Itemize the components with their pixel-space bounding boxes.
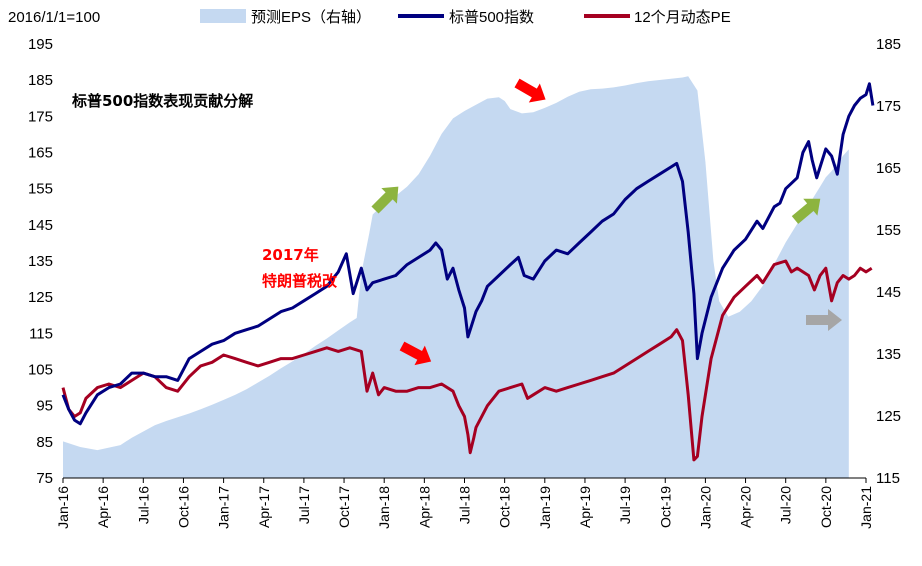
x-axis-ticks: Jan-16 Apr-16 Jul-16 Oct-16 Jan-17 Apr-17 Jul-… bbox=[55, 478, 874, 529]
legend-label-pe: 12个月动态PE bbox=[634, 9, 731, 26]
left-tick-label: 115 bbox=[29, 325, 53, 342]
x-tick-label: Apr-17 bbox=[256, 486, 272, 528]
axes: 75 85 95 105 115 125 135 145 155 165 175 185 195 115… bbox=[28, 36, 901, 529]
legend-swatch-spx bbox=[398, 14, 444, 18]
x-tick-label: Jan-20 bbox=[697, 486, 713, 529]
chart-title: 标普500指数表现贡献分解 bbox=[71, 92, 253, 110]
x-tick-label: Apr-19 bbox=[577, 486, 593, 528]
left-tick-label: 185 bbox=[28, 72, 53, 89]
x-tick-label: Jul-19 bbox=[617, 486, 633, 524]
plot-area bbox=[61, 76, 875, 478]
left-tick-label: 105 bbox=[28, 362, 53, 379]
x-tick-label: Jan-16 bbox=[55, 486, 71, 529]
right-tick-label: 155 bbox=[876, 222, 901, 239]
legend-swatch-eps bbox=[200, 9, 246, 23]
x-tick-label: Jul-17 bbox=[296, 486, 312, 524]
x-tick-label: Oct-19 bbox=[657, 486, 673, 528]
x-tick-label: Jan-18 bbox=[376, 486, 392, 529]
x-tick-label: Apr-20 bbox=[738, 486, 754, 528]
annotation-tax-reform: 特朗普税改 bbox=[262, 272, 338, 290]
spx-line-series bbox=[61, 82, 875, 426]
right-tick-label: 115 bbox=[876, 470, 900, 487]
green-arrow-2020 bbox=[791, 198, 821, 224]
right-tick-label: 135 bbox=[876, 346, 901, 363]
annotation-2017: 2017年 bbox=[262, 246, 319, 264]
left-tick-label: 85 bbox=[36, 434, 53, 451]
left-tick-label: 145 bbox=[28, 217, 53, 234]
left-tick-label: 165 bbox=[28, 145, 53, 162]
left-tick-label: 135 bbox=[28, 253, 53, 270]
red-arrow-eps-dip bbox=[514, 78, 546, 103]
left-tick-label: 155 bbox=[28, 181, 53, 198]
right-tick-label: 165 bbox=[876, 160, 901, 177]
pe-line-series bbox=[61, 259, 873, 462]
gray-arrow-2021 bbox=[806, 309, 842, 331]
x-tick-label: Jul-16 bbox=[135, 486, 151, 524]
right-axis-ticks: 115 125 135 145 155 165 175 185 bbox=[876, 36, 901, 487]
red-arrow-pe-drop bbox=[399, 341, 432, 366]
legend-swatch-pe bbox=[584, 14, 630, 18]
x-tick-label: Apr-16 bbox=[95, 486, 111, 528]
legend-label-spx: 标普500指数 bbox=[449, 9, 534, 26]
x-tick-label: Jul-18 bbox=[457, 486, 473, 524]
left-tick-label: 195 bbox=[28, 36, 53, 53]
green-arrow-2018 bbox=[371, 186, 399, 214]
left-axis-ticks: 75 85 95 105 115 125 135 145 155 165 175 185 195 bbox=[28, 36, 53, 487]
right-tick-label: 125 bbox=[876, 408, 901, 425]
right-tick-label: 175 bbox=[876, 98, 901, 115]
base-label: 2016/1/1=100 bbox=[8, 9, 100, 26]
x-tick-label: Jul-20 bbox=[778, 486, 794, 524]
left-tick-label: 75 bbox=[36, 470, 53, 487]
legend-label-eps: 预测EPS（右轴） bbox=[251, 9, 371, 26]
left-tick-label: 95 bbox=[36, 398, 53, 415]
left-tick-label: 175 bbox=[28, 108, 53, 125]
x-tick-label: Apr-18 bbox=[416, 486, 432, 528]
left-tick-label: 125 bbox=[28, 289, 53, 306]
x-tick-label: Oct-20 bbox=[818, 486, 834, 528]
right-tick-label: 145 bbox=[876, 284, 901, 301]
x-tick-label: Jan-19 bbox=[537, 486, 553, 529]
x-tick-label: Oct-18 bbox=[497, 486, 513, 528]
x-tick-label: Oct-17 bbox=[336, 486, 352, 528]
x-tick-label: Oct-16 bbox=[175, 486, 191, 528]
arrows bbox=[371, 78, 842, 366]
legend: 2016/1/1=100 预测EPS（右轴） 标普500指数 12个月动态PE bbox=[8, 9, 731, 26]
right-tick-label: 185 bbox=[876, 36, 901, 53]
x-tick-label: Jan-21 bbox=[858, 486, 874, 529]
x-tick-label: Jan-17 bbox=[216, 486, 232, 529]
